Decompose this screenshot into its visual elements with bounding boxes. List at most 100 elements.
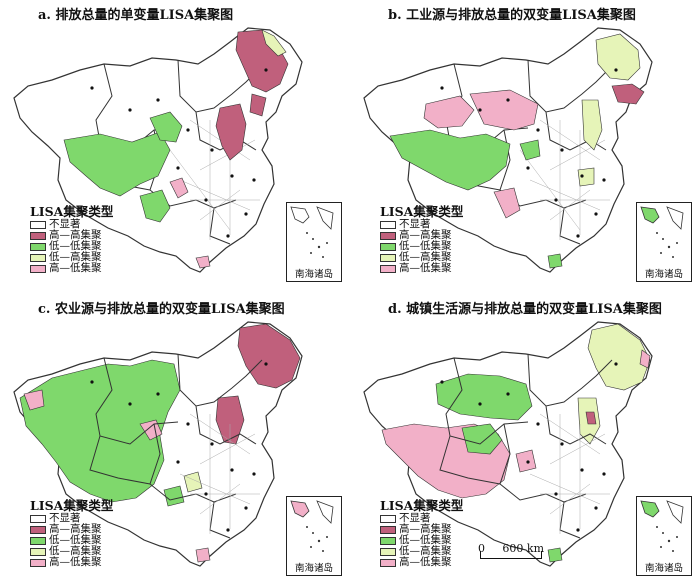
- legend-label: 高—高集聚: [49, 523, 102, 535]
- low-low-cluster-qinghai: [149, 111, 183, 143]
- map-panel-c: c. 农业源与排放总量的双变量LISA集聚图 LISA集聚类型 不显著 高—高集…: [0, 294, 350, 588]
- legend-item-high-low: 高—低集聚: [380, 557, 463, 568]
- south-china-sea-inset: 南海诸岛: [636, 202, 692, 282]
- inset-label: 南海诸岛: [644, 563, 683, 574]
- scale-end-label: 600 km: [502, 542, 544, 555]
- low-low-cluster-west: [389, 129, 511, 191]
- swatch: [380, 253, 396, 262]
- legend: LISA集聚类型 不显著 高—高集聚 低—低集聚 低—高集聚 高—低集聚: [30, 205, 113, 274]
- scale-tick: [541, 551, 542, 559]
- legend-label: 低—高集聚: [399, 251, 452, 263]
- map-panel-a: a. 排放总量的单变量LISA集聚图 LISA集聚类型 不显著 高—高集聚 低—…: [0, 0, 350, 294]
- inset-map: [290, 206, 334, 258]
- low-high-cluster-east: [581, 99, 603, 151]
- inset-label: 南海诸岛: [294, 563, 333, 574]
- swatch: [380, 220, 396, 229]
- swatch: [30, 242, 46, 251]
- low-high-cluster-northeast: [261, 29, 287, 57]
- legend-label: 高—低集聚: [49, 262, 102, 274]
- swatch: [380, 514, 396, 523]
- swatch: [30, 514, 46, 523]
- city-dots: [90, 68, 268, 238]
- panel-title: a. 排放总量的单变量LISA集聚图: [38, 8, 234, 23]
- high-low-cluster-northeast-edge: [639, 349, 651, 369]
- legend-item-low-high: 低—高集聚: [30, 546, 113, 557]
- legend-label: 低—低集聚: [49, 534, 102, 546]
- legend-item-low-low: 低—低集聚: [380, 241, 463, 252]
- legend-label: 低—高集聚: [399, 545, 452, 557]
- legend-item-not-significant: 不显著: [380, 513, 463, 524]
- high-high-cluster-north: [215, 103, 247, 161]
- swatch: [380, 536, 396, 545]
- low-low-cluster-hainan: [547, 547, 563, 563]
- swatch: [30, 220, 46, 229]
- swatch: [380, 525, 396, 534]
- high-low-cluster-south: [169, 177, 189, 199]
- low-high-cluster-northeast: [587, 323, 651, 391]
- legend-label: 高—低集聚: [399, 556, 452, 568]
- legend-item-not-significant: 不显著: [30, 219, 113, 230]
- legend-item-high-low: 高—低集聚: [30, 557, 113, 568]
- low-low-cluster-qinghai: [461, 423, 503, 455]
- legend-item-not-significant: 不显著: [380, 219, 463, 230]
- high-low-cluster-central: [515, 449, 537, 473]
- high-high-cluster-northeast: [611, 83, 645, 105]
- high-low-cluster-southwest: [493, 187, 521, 219]
- high-low-cluster-xinjiang: [423, 95, 475, 129]
- scale-start-label: 0: [478, 542, 485, 555]
- scale-bar: 0 600 km: [478, 542, 544, 562]
- legend-item-high-high: 高—高集聚: [30, 230, 113, 241]
- low-high-cluster-south: [577, 167, 595, 187]
- legend-label: 低—高集聚: [49, 251, 102, 263]
- scale-text: 0 600 km: [478, 542, 544, 555]
- high-low-cluster-hainan: [195, 255, 211, 269]
- legend-item-low-low: 低—低集聚: [30, 241, 113, 252]
- legend: LISA集聚类型 不显著 高—高集聚 低—低集聚 低—高集聚 高—低集聚: [30, 498, 114, 568]
- legend-label: 高—高集聚: [49, 229, 102, 241]
- panel-title: b. 工业源与排放总量的双变量LISA集聚图: [388, 8, 636, 23]
- south-china-sea-inset: 南海诸岛: [286, 202, 342, 282]
- legend-label: 高—高集聚: [399, 229, 452, 241]
- legend-label: 低—低集聚: [399, 240, 452, 252]
- swatch: [30, 525, 46, 534]
- high-low-cluster-inner-mongolia: [469, 89, 539, 131]
- inset-map: [640, 500, 684, 552]
- low-low-cluster-southwest: [163, 485, 185, 507]
- legend-item-high-high: 高—高集聚: [380, 524, 463, 535]
- swatch: [380, 242, 396, 251]
- scale-tick: [480, 551, 481, 559]
- swatch: [30, 558, 46, 567]
- legend-label: 不显著: [399, 512, 431, 524]
- china-map-a: [13, 27, 303, 273]
- city-dots: [440, 68, 618, 238]
- legend-item-low-low: 低—低集聚: [380, 535, 463, 546]
- legend-label: 高—高集聚: [399, 523, 452, 535]
- legend-label: 低—低集聚: [49, 240, 102, 252]
- legend-title: LISA集聚类型: [30, 498, 114, 513]
- city-dots: [440, 362, 618, 532]
- legend-title: LISA集聚类型: [380, 204, 464, 219]
- legend-item-high-low: 高—低集聚: [380, 263, 463, 274]
- high-high-cluster-north: [215, 395, 245, 445]
- inset-label: 南海诸岛: [644, 269, 683, 280]
- swatch: [30, 547, 46, 556]
- low-low-cluster-east: [519, 139, 541, 161]
- panel-title: d. 城镇生活源与排放总量的双变量LISA集聚图: [388, 302, 662, 317]
- low-low-cluster-west: [19, 359, 181, 503]
- county-borders: [179, 413, 260, 534]
- swatch: [380, 231, 396, 240]
- legend-item-high-high: 高—高集聚: [380, 230, 463, 241]
- swatch: [30, 231, 46, 240]
- legend-label: 不显著: [49, 218, 81, 230]
- high-low-cluster-hainan: [195, 547, 211, 563]
- inset-label: 南海诸岛: [294, 269, 333, 280]
- legend-label: 低—低集聚: [399, 534, 452, 546]
- legend: LISA集聚类型 不显著 高—高集聚 低—低集聚 低—高集聚 高—低集聚: [380, 499, 463, 568]
- south-china-sea-inset: 南海诸岛: [636, 496, 692, 576]
- province-borders: [439, 353, 613, 539]
- panel-title: c. 农业源与排放总量的双变量LISA集聚图: [38, 302, 285, 317]
- low-high-cluster-northeast: [595, 33, 641, 81]
- legend-item-low-high: 低—高集聚: [30, 252, 113, 263]
- legend-label: 高—低集聚: [399, 262, 452, 274]
- high-low-cluster-xinjiang-west: [23, 389, 45, 411]
